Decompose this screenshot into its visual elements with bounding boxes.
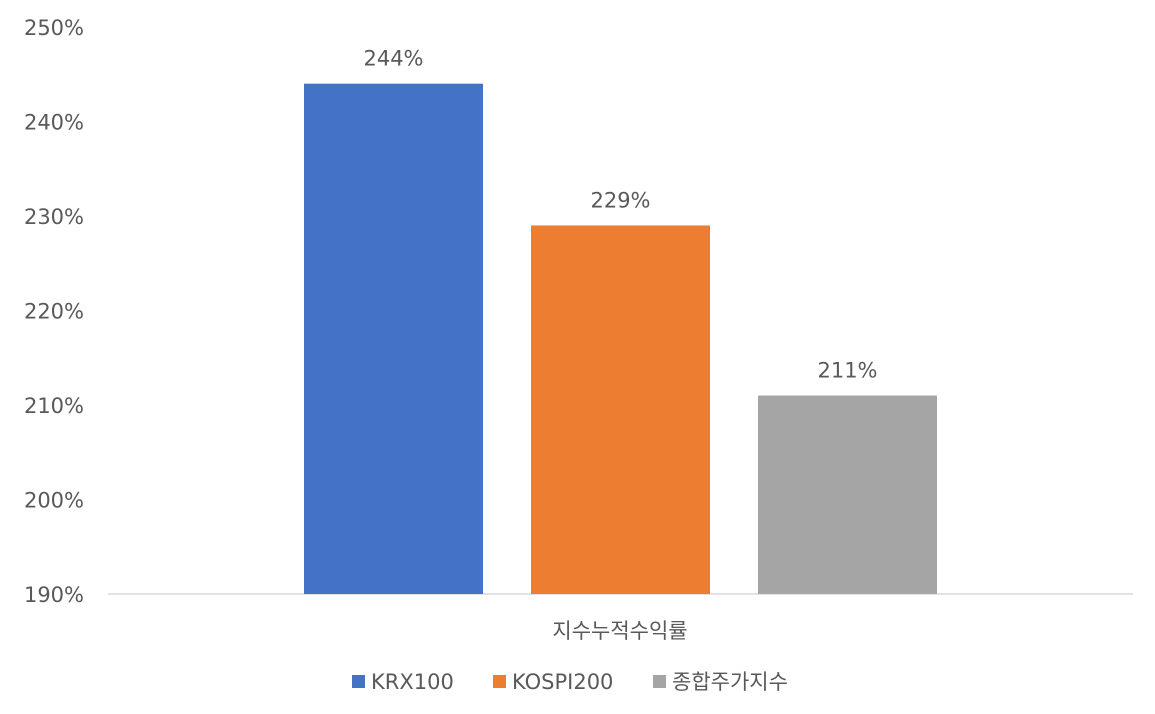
bar-KRX100 — [304, 83, 483, 594]
y-tick-label: 220% — [24, 300, 84, 324]
bar-종합주가지수 — [758, 395, 937, 594]
legend-swatch — [653, 675, 666, 688]
x-category-label: 지수누적수익률 — [552, 619, 687, 643]
y-tick-label: 210% — [24, 394, 84, 418]
legend-label: KOSPI200 — [512, 670, 613, 694]
data-label: 211% — [817, 359, 877, 383]
legend-label: 종합주가지수 — [672, 670, 788, 694]
bar-KOSPI200 — [531, 225, 710, 594]
y-tick-label: 230% — [24, 205, 84, 229]
legend-swatch — [352, 675, 365, 688]
data-label: 244% — [363, 47, 423, 71]
legend-label: KRX100 — [371, 670, 454, 694]
y-tick-label: 200% — [24, 489, 84, 513]
y-tick-label: 240% — [24, 111, 84, 135]
y-tick-label: 190% — [24, 583, 84, 607]
y-tick-label: 250% — [24, 16, 84, 40]
data-label: 229% — [590, 188, 650, 212]
legend-swatch — [493, 675, 506, 688]
